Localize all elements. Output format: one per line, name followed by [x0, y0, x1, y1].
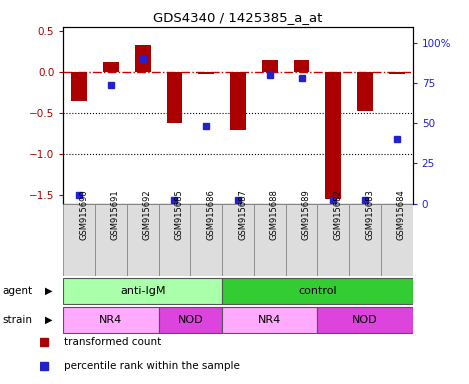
Text: agent: agent — [2, 286, 32, 296]
Bar — [381, 204, 413, 276]
Text: GSM915687: GSM915687 — [238, 189, 247, 240]
Bar — [63, 278, 222, 304]
Bar — [71, 72, 87, 101]
Bar — [103, 62, 119, 72]
Text: NOD: NOD — [178, 314, 203, 325]
Bar — [63, 204, 95, 276]
Bar — [286, 204, 318, 276]
Text: GSM915686: GSM915686 — [206, 189, 215, 240]
Bar — [318, 204, 349, 276]
Bar — [294, 60, 310, 72]
Text: percentile rank within the sample: percentile rank within the sample — [64, 361, 240, 371]
Text: GSM915691: GSM915691 — [111, 189, 120, 240]
Title: GDS4340 / 1425385_a_at: GDS4340 / 1425385_a_at — [153, 11, 323, 24]
Bar — [159, 307, 222, 333]
Bar — [222, 278, 413, 304]
Text: NOD: NOD — [352, 314, 378, 325]
Text: GSM915688: GSM915688 — [270, 189, 279, 240]
Bar — [198, 72, 214, 74]
Bar — [254, 204, 286, 276]
Bar — [166, 72, 182, 123]
Bar — [159, 204, 190, 276]
Bar — [222, 307, 318, 333]
Text: GSM915689: GSM915689 — [302, 189, 310, 240]
Bar — [389, 72, 405, 74]
Bar — [318, 307, 413, 333]
Text: GSM915684: GSM915684 — [397, 189, 406, 240]
Bar — [349, 204, 381, 276]
Text: ▶: ▶ — [45, 286, 52, 296]
Text: GSM915690: GSM915690 — [79, 189, 88, 240]
Text: ▶: ▶ — [45, 314, 52, 325]
Text: strain: strain — [2, 314, 32, 325]
Bar — [230, 72, 246, 129]
Text: GSM915692: GSM915692 — [143, 189, 152, 240]
Bar — [357, 72, 373, 111]
Text: NR4: NR4 — [99, 314, 122, 325]
Bar — [222, 204, 254, 276]
Text: control: control — [298, 286, 337, 296]
Bar — [127, 204, 159, 276]
Bar — [63, 307, 159, 333]
Text: GSM915685: GSM915685 — [174, 189, 183, 240]
Bar — [262, 60, 278, 72]
Text: NR4: NR4 — [258, 314, 281, 325]
Bar — [135, 45, 151, 72]
Text: GSM915682: GSM915682 — [333, 189, 342, 240]
Bar — [325, 72, 341, 199]
Bar — [190, 204, 222, 276]
Text: transformed count: transformed count — [64, 338, 161, 348]
Bar — [95, 204, 127, 276]
Text: anti-IgM: anti-IgM — [120, 286, 166, 296]
Text: GSM915683: GSM915683 — [365, 189, 374, 240]
